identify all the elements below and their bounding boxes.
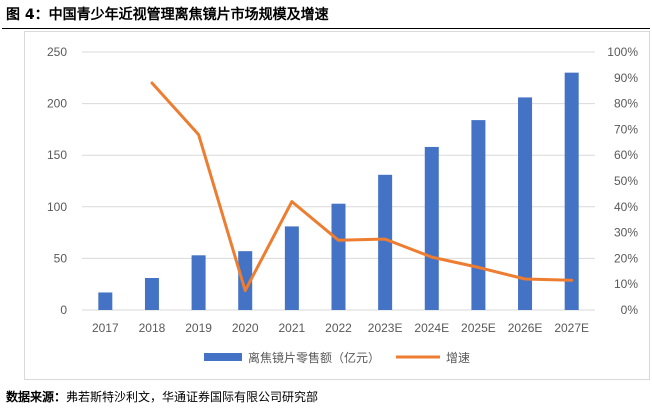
bar	[471, 120, 486, 310]
x-tick-label: 2025E	[461, 321, 496, 335]
left-tick-label: 200	[47, 97, 67, 111]
left-tick-label: 250	[47, 45, 67, 59]
x-tick-label: 2019	[185, 321, 212, 335]
bar	[424, 146, 439, 310]
bar	[191, 255, 206, 310]
left-tick-label: 100	[47, 200, 67, 214]
right-tick-label: 10%	[614, 277, 638, 291]
source-text: 弗若斯特沙利文，华通证券国际有限公司研究部	[66, 390, 319, 404]
bar	[518, 97, 533, 311]
x-tick-label: 2026E	[508, 321, 543, 335]
chart-frame	[24, 31, 650, 380]
legend-label-line: 增速	[446, 351, 470, 365]
x-tick-label: 2018	[139, 321, 166, 335]
bar	[144, 278, 159, 310]
x-tick-label: 2020	[232, 321, 259, 335]
x-tick-label: 2017	[92, 321, 119, 335]
bar-series	[98, 72, 579, 311]
x-tick-label: 2024E	[414, 321, 449, 335]
right-axis: 0% 10% 20% 30% 40% 50% 60% 70% 80% 90% 100%	[607, 45, 638, 317]
left-tick-label: 150	[47, 148, 67, 162]
legend-swatch-bar	[204, 353, 242, 361]
bar	[98, 292, 113, 310]
legend: 离焦镜片零售额（亿元） 增速	[204, 350, 470, 365]
source-note: 数据来源：弗若斯特沙利文，华通证券国际有限公司研究部	[6, 388, 318, 405]
growth-line	[150, 81, 574, 293]
x-tick-label: 2027E	[554, 321, 589, 335]
right-tick-label: 50%	[614, 174, 638, 188]
left-tick-label: 50	[54, 251, 68, 265]
bar	[238, 251, 253, 310]
right-tick-label: 40%	[614, 200, 638, 214]
bar	[284, 226, 299, 310]
bar	[378, 174, 393, 310]
x-axis: 2017 2018 2019 2020 2021 2022 2023E 2024E 2025E 2…	[92, 321, 589, 335]
right-tick-label: 30%	[614, 226, 638, 240]
left-axis: 0 50 100 150 200 250	[47, 45, 67, 317]
right-tick-label: 60%	[614, 148, 638, 162]
source-label: 数据来源：	[6, 390, 67, 404]
right-tick-label: 20%	[614, 251, 638, 265]
bar	[331, 203, 346, 310]
right-tick-label: 100%	[607, 45, 638, 59]
right-tick-label: 90%	[614, 71, 638, 85]
left-tick-label: 0	[60, 303, 67, 317]
x-tick-label: 2023E	[368, 321, 403, 335]
x-tick-label: 2022	[325, 321, 352, 335]
x-tick-label: 2021	[279, 321, 306, 335]
right-tick-label: 80%	[614, 97, 638, 111]
bar	[564, 72, 579, 310]
right-tick-label: 70%	[614, 122, 638, 136]
figure-title: 图 4：中国青少年近视管理离焦镜片市场规模及增速	[6, 7, 329, 23]
title-divider	[2, 28, 650, 29]
legend-label-bar: 离焦镜片零售额（亿元）	[248, 350, 380, 365]
line-series	[150, 81, 574, 293]
right-tick-label: 0%	[621, 303, 639, 317]
